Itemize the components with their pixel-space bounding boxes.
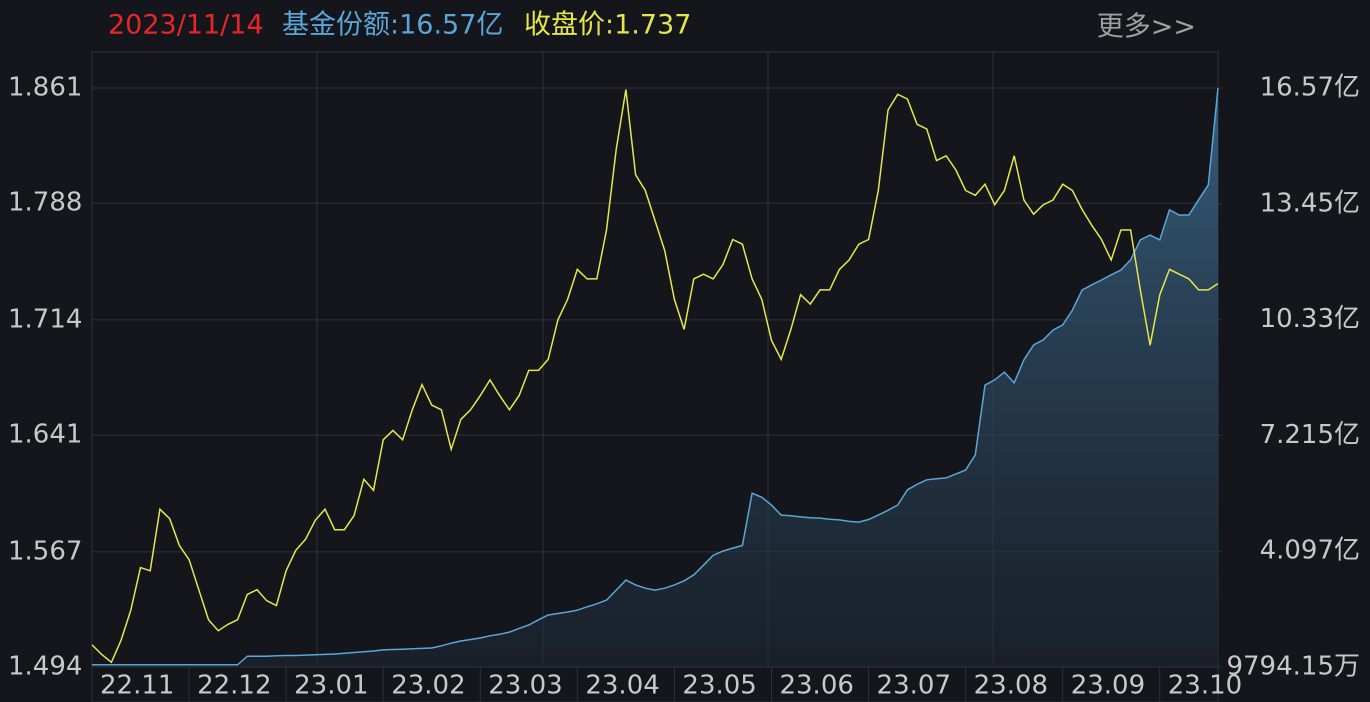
x-tick-label: 23.05 (682, 671, 756, 701)
x-tick-label: 23.04 (585, 671, 659, 701)
x-tick-label: 23.02 (391, 671, 465, 701)
line (91, 89, 1219, 664)
y-tick-label: 1.641 (8, 420, 82, 450)
x-tick-label: 23.08 (974, 671, 1048, 701)
x-tick-label: 22.11 (100, 671, 174, 701)
more-link[interactable]: 更多>> (1097, 12, 1196, 43)
y-tick-label: 1.788 (8, 188, 82, 218)
y2-tick-label: 10.33亿 (1260, 304, 1360, 334)
x-tick-label: 23.07 (877, 671, 951, 701)
x-tick-label: 23.03 (488, 671, 562, 701)
y-tick-label: 1.714 (8, 304, 82, 334)
x-tick-label: 22.12 (197, 671, 271, 701)
x-tick-label: 23.06 (779, 671, 853, 701)
x-tick-label: 23.01 (294, 671, 368, 701)
legend-price[interactable]: 收盘价:1.737 (524, 10, 691, 41)
y2-tick-label: 9794.15万 (1226, 652, 1360, 682)
legend-share[interactable]: 基金份额:16.57亿 (282, 10, 503, 41)
x-tick-label: 23.10 (1168, 671, 1242, 701)
date: 2023/11/14 (108, 10, 264, 41)
line (92, 87, 1219, 666)
y2-tick-label: 13.45亿 (1260, 188, 1360, 218)
area (92, 88, 1218, 667)
y2-tick-label: 4.097亿 (1260, 536, 1360, 566)
y-tick-label: 1.861 (8, 73, 82, 103)
y2-tick-label: 7.215亿 (1260, 420, 1360, 450)
y-tick-label: 1.494 (8, 652, 82, 682)
x-tick-label: 23.09 (1071, 671, 1145, 701)
y2-tick-label: 16.57亿 (1260, 73, 1360, 103)
y-tick-label: 1.567 (8, 536, 82, 566)
